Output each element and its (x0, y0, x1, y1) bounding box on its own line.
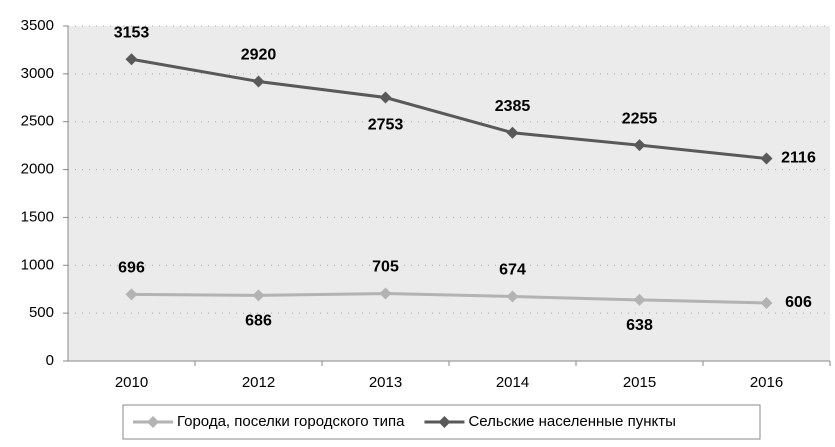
data-label: 638 (626, 317, 653, 334)
legend-marker (147, 416, 159, 428)
series-line (131, 57, 767, 160)
y-tick-label: 2500 (21, 113, 54, 130)
series-line (131, 292, 767, 305)
x-tick-label: 2015 (623, 374, 656, 391)
data-label: 705 (372, 259, 399, 276)
y-tick-label: 1500 (21, 208, 54, 225)
data-label: 3153 (114, 24, 150, 41)
data-label: 686 (245, 313, 272, 330)
data-label: 2753 (368, 117, 404, 134)
y-tick-label: 1000 (21, 256, 54, 273)
y-tick-label: 3000 (21, 65, 54, 82)
data-label: 2255 (622, 110, 658, 127)
marker (633, 293, 646, 306)
data-label: 2116 (781, 150, 816, 167)
y-tick-label: 500 (29, 304, 54, 321)
data-label: 674 (499, 262, 526, 279)
x-tick-label: 2010 (115, 374, 148, 391)
y-tick-label: 3500 (21, 17, 54, 34)
legend-label: Города, поселки городского типа (177, 413, 405, 430)
x-tick-label: 2016 (750, 374, 783, 391)
marker (379, 91, 392, 104)
plot-area (68, 26, 830, 361)
marker (379, 287, 392, 300)
marker (760, 296, 773, 309)
x-tick-label: 2014 (496, 374, 529, 391)
y-tick-label: 0 (46, 352, 54, 369)
data-label: 2920 (241, 47, 277, 64)
marker (252, 75, 265, 88)
marker (633, 139, 646, 152)
marker (125, 53, 138, 66)
marker (252, 289, 265, 302)
data-label: 2385 (495, 98, 531, 115)
x-tick-label: 2012 (242, 374, 275, 391)
marker (760, 152, 773, 165)
data-label: 606 (785, 294, 812, 311)
legend-label: Сельские населенные пункты (468, 413, 675, 430)
legend-marker (438, 416, 451, 428)
data-label: 696 (118, 260, 145, 277)
y-tick-label: 2000 (21, 161, 54, 178)
x-tick-label: 2013 (369, 374, 402, 391)
marker (506, 290, 519, 303)
marker (125, 288, 138, 301)
marker (506, 126, 519, 139)
